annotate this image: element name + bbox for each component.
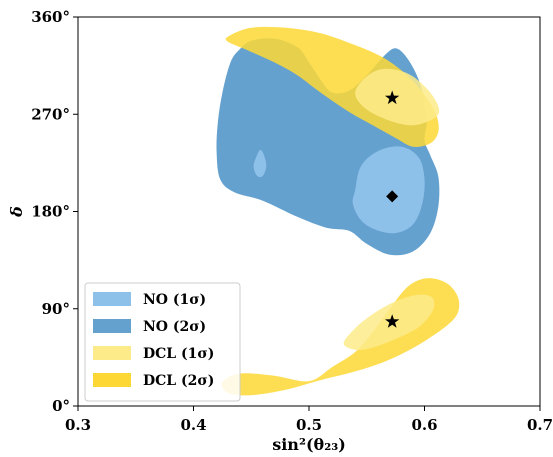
x-tick-label: 0.5 [296,416,322,434]
contour-no1-region-2 [253,149,267,178]
y-tick-label: 270° [31,105,70,123]
legend-label-no1: NO (1σ) [143,292,206,308]
legend-swatch-no2 [93,319,131,333]
legend-label-dcl1: DCL (1σ) [143,346,214,362]
x-tick-label: 0.3 [65,416,91,434]
legend-swatch-no1 [93,292,131,306]
y-tick-label: 180° [31,203,70,221]
x-axis-label: sin²(θ₂₃) [272,435,346,454]
marker-star-2 [385,90,400,105]
x-tick-label: 0.7 [527,416,553,434]
legend-swatch-dcl1 [93,346,131,360]
contour-no1-region-1 [352,146,425,234]
y-axis-ticks: 0° 90° 180° 270° 360° [31,8,78,415]
y-tick-label: 360° [31,8,70,26]
x-axis-ticks: 0.3 0.4 0.5 0.6 0.7 [65,406,553,434]
legend-label-no2: NO (2σ) [143,319,206,335]
legend-box [84,282,241,402]
legend-label-dcl2: DCL (2σ) [143,373,214,389]
legend-swatch-dcl2 [93,373,131,387]
contour-regions [216,26,460,396]
x-tick-label: 0.4 [180,416,206,434]
legend: NO (1σ) NO (2σ) DCL (1σ) DCL (2σ) [84,282,241,402]
y-axis-label: δ [7,206,26,218]
y-tick-label: 90° [42,300,70,318]
y-tick-label: 0° [52,397,70,415]
best-fit-markers [385,90,400,328]
x-tick-label: 0.6 [411,416,437,434]
marker-diamond-1 [386,190,399,203]
marker-star-3 [385,314,400,328]
